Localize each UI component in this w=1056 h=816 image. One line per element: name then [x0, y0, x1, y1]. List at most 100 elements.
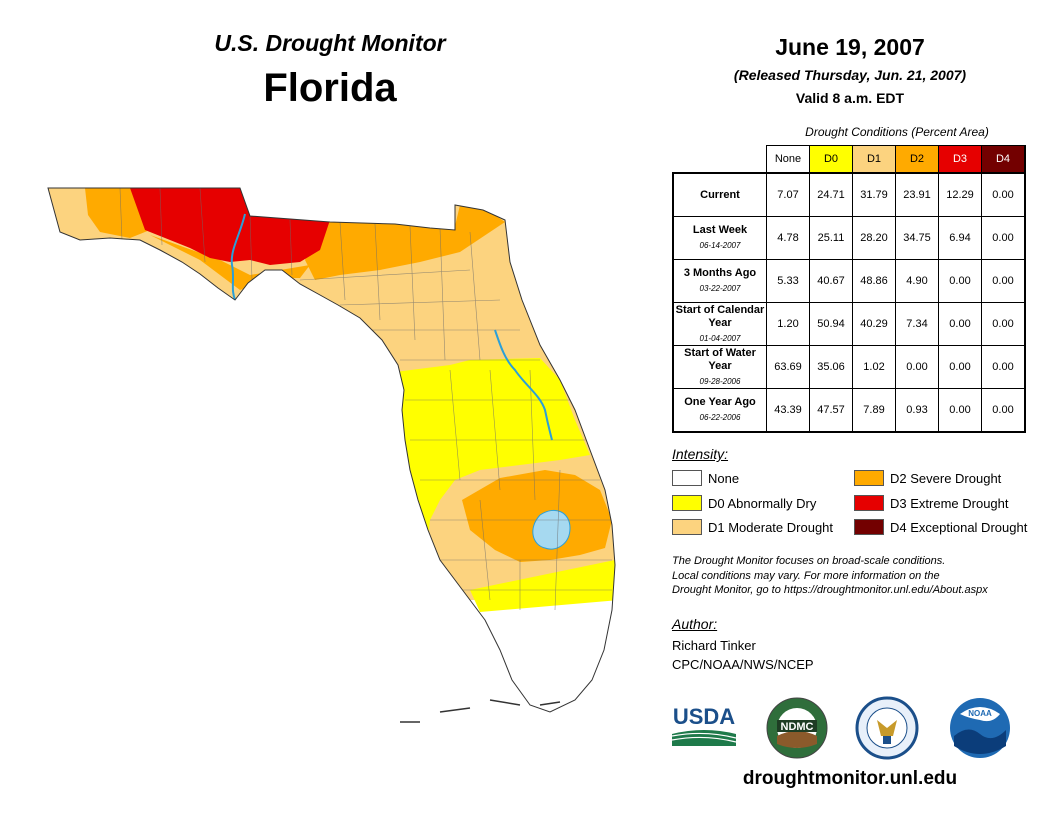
- none-region: [470, 600, 615, 712]
- d3-region: [130, 188, 330, 265]
- legend-label: None: [708, 470, 740, 486]
- cell-value: 23.91: [895, 172, 939, 217]
- table-caption: Drought Conditions (Percent Area): [805, 125, 989, 139]
- map-subtitle: U.S. Drought Monitor: [214, 30, 446, 56]
- legend-item-d2: D2 Severe Drought: [854, 470, 1001, 486]
- map-date: June 19, 2007: [775, 34, 925, 60]
- table-row: Last Week 06-14-2007 4.78 25.11 28.20 34.…: [672, 216, 1026, 260]
- cell-value: 0.00: [895, 345, 939, 389]
- cell-value: 25.11: [809, 216, 853, 260]
- row-label: Last Week 06-14-2007: [672, 216, 767, 260]
- col-d2: D2: [895, 145, 939, 174]
- col-d3: D3: [938, 145, 982, 174]
- cell-value: 43.39: [766, 388, 810, 433]
- footer-url[interactable]: droughtmonitor.unl.edu: [742, 768, 958, 789]
- legend-title: Intensity:: [672, 446, 729, 462]
- state-outline: [47, 187, 616, 713]
- doc-seal-logo: [855, 696, 919, 760]
- cell-value: 4.90: [895, 259, 939, 303]
- legend-item-d1: D1 Moderate Drought: [672, 519, 833, 535]
- cell-value: 0.00: [981, 259, 1026, 303]
- table-row: One Year Ago 06-22-2006 43.39 47.57 7.89 …: [672, 388, 1026, 433]
- noaa-logo: NOAA: [950, 698, 1010, 758]
- swatch-d1: [672, 519, 702, 535]
- st-johns-river: [494, 329, 553, 441]
- cell-value: 6.94: [938, 216, 982, 260]
- col-d0: D0: [809, 145, 853, 174]
- legend-label: D1 Moderate Drought: [708, 519, 834, 535]
- river: [230, 213, 246, 303]
- cell-value: 40.67: [809, 259, 853, 303]
- d0-south-band: [470, 560, 615, 612]
- cell-value: 0.00: [938, 302, 982, 346]
- cell-value: 7.34: [895, 302, 939, 346]
- col-d1: D1: [852, 145, 896, 174]
- florida-keys: [400, 699, 561, 723]
- swatch-none: [672, 470, 702, 486]
- swatch-d4: [854, 519, 884, 535]
- table-row: 3 Months Ago 03-22-2007 5.33 40.67 48.86 …: [672, 259, 1026, 303]
- row-label: One Year Ago 06-22-2006: [672, 388, 767, 433]
- swatch-d2: [854, 470, 884, 486]
- legend-item-none: None: [672, 470, 739, 486]
- col-none: None: [766, 145, 810, 174]
- svg-text:USDA: USDA: [673, 704, 735, 729]
- cell-value: 50.94: [809, 302, 853, 346]
- table-row: Start of Water Year 09-28-2006 63.69 35.0…: [672, 345, 1026, 389]
- cell-value: 31.79: [852, 172, 896, 217]
- valid-time: Valid 8 a.m. EDT: [795, 90, 905, 106]
- d2-north-region: [305, 205, 505, 280]
- drought-stats-table: None D0 D1 D2 D3 D4 Current 7.07 24.71 3…: [672, 145, 1026, 433]
- legend-label: D0 Abnormally Dry: [708, 495, 817, 511]
- swatch-d3: [854, 495, 884, 511]
- cell-value: 34.75: [895, 216, 939, 260]
- release-date: (Released Thursday, Jun. 21, 2007): [733, 67, 967, 83]
- cell-value: 48.86: [852, 259, 896, 303]
- d2-west-region: [85, 188, 150, 238]
- usda-logo: USDA: [671, 704, 737, 746]
- cell-value: 0.00: [981, 302, 1026, 346]
- legend-label: D3 Extreme Drought: [890, 495, 1009, 511]
- cell-value: 5.33: [766, 259, 810, 303]
- cell-value: 0.00: [938, 259, 982, 303]
- row-label: Start of Water Year 09-28-2006: [672, 345, 767, 389]
- col-d4: D4: [981, 145, 1026, 174]
- cell-value: 0.00: [981, 216, 1026, 260]
- svg-text:NOAA: NOAA: [968, 709, 992, 718]
- cell-value: 35.06: [809, 345, 853, 389]
- cell-value: 12.29: [938, 172, 982, 217]
- cell-value: 7.89: [852, 388, 896, 433]
- cell-value: 0.00: [981, 388, 1026, 433]
- row-label: Current: [672, 172, 767, 217]
- legend-item-d4: D4 Exceptional Drought: [854, 519, 1027, 535]
- row-label: 3 Months Ago 03-22-2007: [672, 259, 767, 303]
- cell-value: 0.00: [938, 388, 982, 433]
- cell-value: 1.20: [766, 302, 810, 346]
- cell-value: 24.71: [809, 172, 853, 217]
- cell-value: 63.69: [766, 345, 810, 389]
- author-title: Author:: [672, 616, 718, 632]
- cell-value: 0.00: [981, 172, 1026, 217]
- cell-value: 4.78: [766, 216, 810, 260]
- legend-item-d0: D0 Abnormally Dry: [672, 495, 816, 511]
- row-label: Start of Calendar Year 01-04-2007: [672, 302, 767, 346]
- cell-value: 1.02: [852, 345, 896, 389]
- cell-value: 28.20: [852, 216, 896, 260]
- ndmc-logo: NDMC: [766, 697, 828, 759]
- cell-value: 0.93: [895, 388, 939, 433]
- table-row: Start of Calendar Year 01-04-2007 1.20 50…: [672, 302, 1026, 346]
- cell-value: 0.00: [938, 345, 982, 389]
- legend-label: D2 Severe Drought: [890, 470, 1002, 486]
- svg-text:NDMC: NDMC: [781, 721, 814, 733]
- legend-item-d3: D3 Extreme Drought: [854, 495, 1009, 511]
- lake-okeechobee: [532, 510, 571, 550]
- cell-value: 47.57: [809, 388, 853, 433]
- cell-value: 7.07: [766, 172, 810, 217]
- table-row: Current 7.07 24.71 31.79 23.91 12.29 0.0…: [672, 172, 1026, 217]
- florida-drought-map: [47, 187, 616, 723]
- author-org: CPC/NOAA/NWS/NCEP: [672, 657, 814, 672]
- legend-label: D4 Exceptional Drought: [890, 519, 1028, 535]
- disclaimer-note: The Drought Monitor focuses on broad-sca…: [672, 555, 988, 596]
- cell-value: 40.29: [852, 302, 896, 346]
- cell-value: 0.00: [981, 345, 1026, 389]
